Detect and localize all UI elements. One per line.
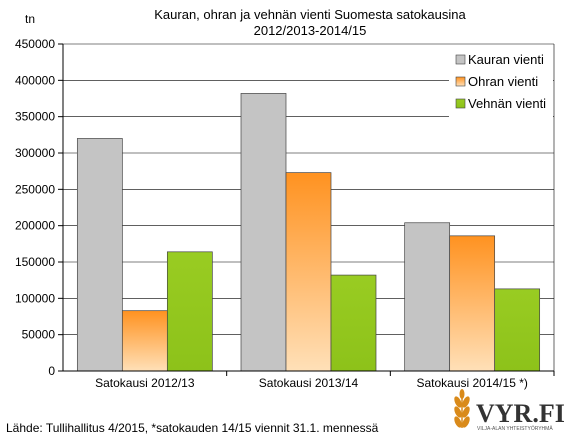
legend-label: Kauran vienti <box>468 52 544 67</box>
legend-label: Vehnän vienti <box>468 96 546 111</box>
y-tick-label: 0 <box>48 364 55 378</box>
source-note: Lähde: Tullihallitus 4/2015, *satokauden… <box>6 421 379 435</box>
bar <box>404 222 451 372</box>
y-tick-label: 450000 <box>15 37 55 51</box>
x-tick-labels: Satokausi 2012/13 Satokausi 2013/14 Satoka… <box>58 370 555 390</box>
x-tick-label: Satokausi 2014/15 *) <box>416 376 527 390</box>
x-tick-label: Satokausi 2013/14 <box>259 376 359 390</box>
y-tick-label: 50000 <box>22 328 56 342</box>
axes <box>62 44 555 372</box>
bar <box>121 310 168 372</box>
y-tick-label: 300000 <box>15 146 55 160</box>
y-tick-label: 250000 <box>15 182 55 196</box>
legend: Kauran vienti Ohran vienti Vehnän vienti <box>449 48 553 120</box>
legend-swatch <box>455 76 466 87</box>
legend-swatch <box>455 54 466 65</box>
bar <box>240 93 287 372</box>
y-tick-label: 100000 <box>15 291 55 305</box>
bar <box>76 138 123 372</box>
y-tick-label: 200000 <box>15 219 55 233</box>
bar <box>330 274 377 372</box>
chart-title-line-2: 2012/2013-2014/15 <box>254 23 367 38</box>
y-tick-label: 150000 <box>15 255 55 269</box>
y-tick-label: 350000 <box>15 110 55 124</box>
y-axis-label: tn <box>25 12 35 26</box>
bars <box>76 93 541 372</box>
legend-swatch <box>455 98 466 109</box>
x-tick-label: Satokausi 2012/13 <box>95 376 195 390</box>
bar <box>285 172 332 372</box>
bar <box>449 235 496 372</box>
legend-background <box>449 48 553 120</box>
logo-subtext: VILJA-ALAN YHTEISTYÖRYHMÄ <box>477 425 553 432</box>
logo-text: VYR.FI <box>476 399 565 428</box>
wheat-icon <box>454 389 470 428</box>
chart-title-line-1: Kauran, ohran ja vehnän vienti Suomesta … <box>154 7 466 22</box>
y-tick-labels: 0 50000 100000 150000 200000 250000 300000 3500… <box>15 37 55 378</box>
legend-label: Ohran vienti <box>468 74 538 89</box>
y-tick-label: 400000 <box>15 73 55 87</box>
vyr-logo: VYR.FI VILJA-ALAN YHTEISTYÖRYHMÄ <box>454 389 565 432</box>
bar <box>166 251 213 372</box>
bar <box>494 288 541 372</box>
